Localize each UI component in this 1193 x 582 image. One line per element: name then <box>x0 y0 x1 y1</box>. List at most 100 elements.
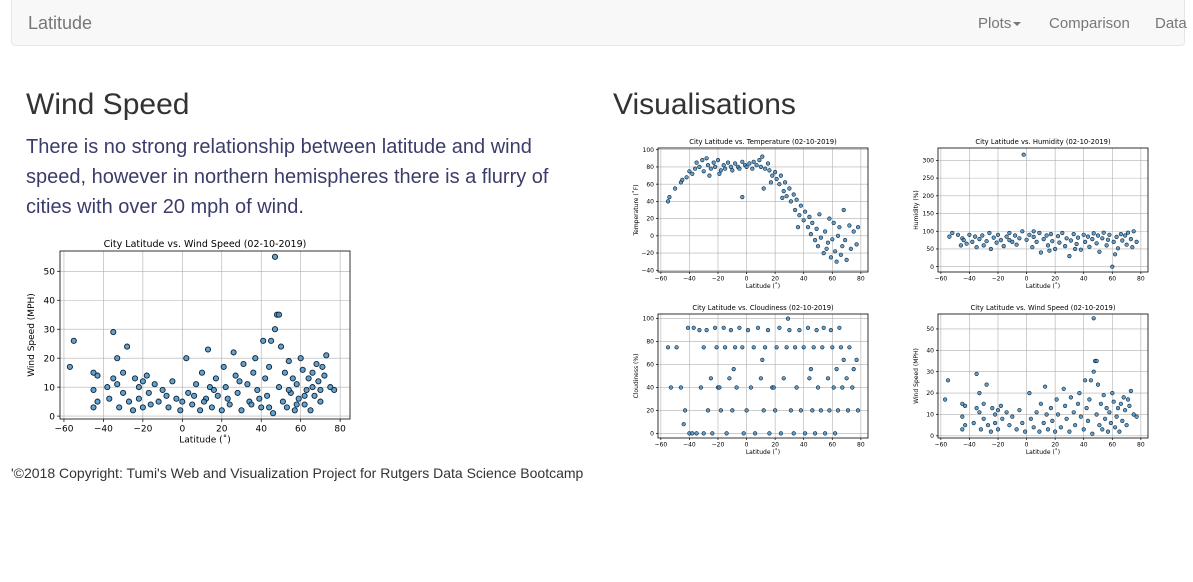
data-point <box>1045 243 1051 248</box>
data-point <box>94 398 101 405</box>
data-point <box>1077 390 1082 396</box>
y-tick-label: 40 <box>44 296 56 306</box>
x-tick-label: −20 <box>992 442 1005 449</box>
x-tick-label: −40 <box>683 442 696 449</box>
data-point <box>250 369 257 376</box>
data-point <box>835 408 841 413</box>
data-point <box>1118 231 1123 237</box>
data-point <box>1048 405 1053 411</box>
data-point <box>1017 236 1022 241</box>
data-point <box>707 173 712 178</box>
data-point <box>824 246 829 251</box>
data-point <box>722 166 728 171</box>
data-point <box>787 186 792 191</box>
data-point <box>226 401 233 408</box>
data-point <box>712 325 718 330</box>
nav-data-link[interactable]: Data <box>1155 15 1187 32</box>
data-point <box>757 158 762 163</box>
temperature-plot-thumbnail[interactable]: −60 −40 −20 0 20 40 60 80 −40 −20 0 20 40 60 80 100 City… <box>628 134 873 294</box>
data-point <box>744 164 749 170</box>
data-point <box>1001 243 1006 249</box>
y-tick-label: 0 <box>650 431 654 438</box>
data-point <box>744 408 749 413</box>
y-tick-label: 50 <box>926 246 934 253</box>
data-point <box>1034 239 1039 244</box>
data-point <box>758 376 763 381</box>
data-point <box>831 385 836 390</box>
data-point <box>718 408 723 413</box>
humidity-plot-thumbnail[interactable]: −60 −40 −20 0 20 40 60 80 0 50 100 150 200 250 300 City… <box>908 134 1153 294</box>
nav-comparison-link[interactable]: Comparison <box>1049 15 1130 32</box>
data-point <box>1064 236 1069 241</box>
data-point <box>110 375 117 382</box>
x-tick-label: 0 <box>1025 442 1029 449</box>
data-point <box>124 343 131 350</box>
data-point <box>960 427 965 432</box>
data-point <box>798 203 803 208</box>
x-tick-label: 40 <box>255 425 267 435</box>
x-tick-label: 40 <box>1080 276 1088 283</box>
data-point <box>143 372 150 379</box>
data-point <box>189 401 196 408</box>
wind-speed-chart: −60 −40 −20 0 20 40 60 80 0 10 20 30 40 50 City Latitu… <box>913 304 1149 456</box>
data-point <box>1083 239 1088 244</box>
y-tick-label: 60 <box>646 362 654 369</box>
data-point <box>277 343 285 350</box>
x-tick-label: 40 <box>800 442 808 449</box>
data-point <box>988 429 993 434</box>
wind-speed-plot-thumbnail[interactable]: −60 −40 −20 0 20 40 60 80 0 10 20 30 40 50 City Latitu… <box>908 300 1153 460</box>
cloudiness-plot-thumbnail[interactable]: −60 −40 −20 0 20 40 60 80 0 20 40 60 80 100 City Latit… <box>628 300 873 460</box>
x-axis-label: Latitude (˚) <box>746 283 780 290</box>
data-point <box>1127 403 1132 408</box>
data-point <box>992 420 998 426</box>
data-point <box>767 168 772 173</box>
data-point <box>807 376 812 381</box>
data-point <box>830 237 835 242</box>
x-tick-label: −60 <box>54 425 73 435</box>
data-point <box>994 240 999 245</box>
data-point <box>747 161 752 166</box>
data-point <box>704 328 709 333</box>
plot-frame <box>59 250 351 420</box>
y-tick-label: 0 <box>930 433 934 440</box>
data-point <box>814 226 819 231</box>
data-point <box>992 412 998 417</box>
data-point <box>1115 405 1121 411</box>
data-point <box>844 257 849 262</box>
data-point <box>770 173 775 178</box>
data-point <box>120 369 127 376</box>
data-point <box>1131 412 1136 417</box>
x-tick-label: 20 <box>1051 442 1059 449</box>
data-point <box>781 376 786 381</box>
data-point <box>780 195 785 201</box>
data-point <box>765 328 771 333</box>
data-point <box>701 431 706 436</box>
main-wind-speed-chart: −60 −40 −20 0 20 40 60 80 0 10 20 30 40 50 City Latitu… <box>27 239 351 446</box>
data-point <box>681 422 686 427</box>
data-point <box>1073 246 1078 252</box>
chart-title: City Latitude vs. Wind Speed (02-10-2019… <box>104 239 307 250</box>
plot-area <box>60 251 350 419</box>
nav-plots-dropdown[interactable]: Plots <box>978 15 1022 32</box>
brand-link[interactable]: Latitude <box>28 13 93 33</box>
data-point <box>827 408 832 413</box>
data-point <box>745 328 751 333</box>
data-point <box>1067 253 1072 259</box>
data-point <box>1075 235 1081 240</box>
data-point <box>960 401 965 406</box>
visualisations-title: Visualisations <box>613 88 796 121</box>
x-tick-label: 60 <box>295 425 307 435</box>
data-point <box>815 244 821 249</box>
data-point <box>70 337 77 344</box>
data-point <box>1031 234 1036 239</box>
data-point <box>163 392 170 399</box>
data-point <box>1117 429 1122 434</box>
data-point <box>995 427 1001 432</box>
data-point <box>1063 403 1068 408</box>
data-point <box>197 407 204 414</box>
data-point <box>295 395 302 402</box>
data-point <box>777 182 782 187</box>
data-point <box>797 213 802 218</box>
data-point <box>1037 429 1042 434</box>
data-point <box>1010 239 1015 244</box>
